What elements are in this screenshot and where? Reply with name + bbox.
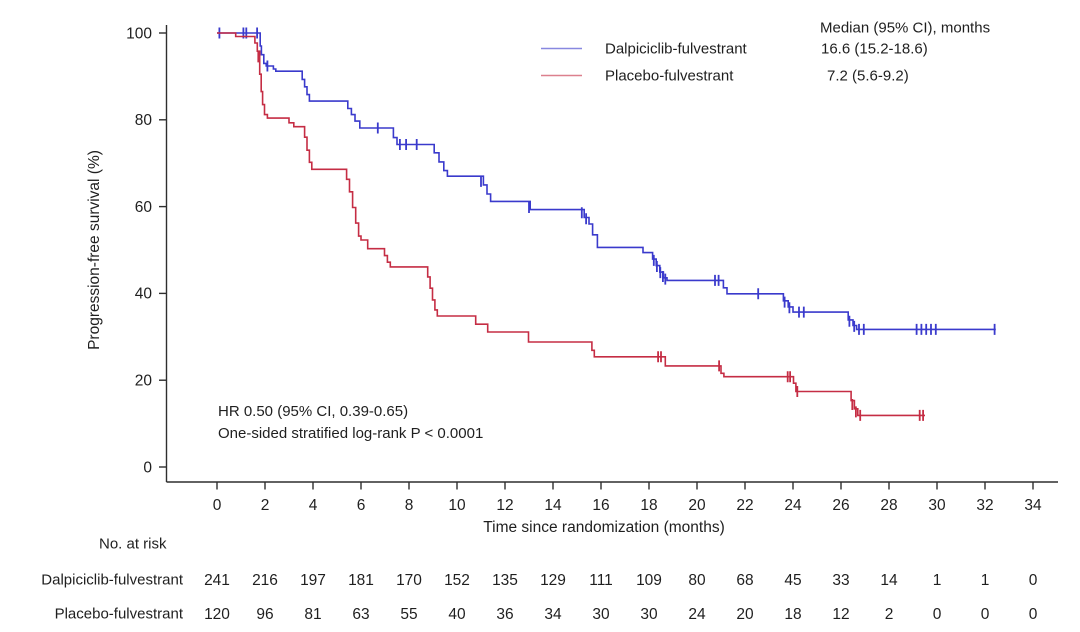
x-tick-label: 28 [880, 497, 897, 514]
risk-count: 152 [444, 572, 470, 589]
risk-count: 170 [396, 572, 422, 589]
risk-count: 12 [832, 606, 849, 623]
risk-count: 1 [981, 572, 990, 589]
x-tick-label: 10 [448, 497, 466, 514]
x-tick-label: 8 [405, 497, 414, 514]
risk-count: 241 [204, 572, 230, 589]
risk-count: 135 [492, 572, 518, 589]
x-tick-label: 6 [357, 497, 366, 514]
y-tick-label: 0 [143, 459, 152, 476]
risk-table-title: No. at risk [99, 535, 167, 553]
x-tick-label: 20 [688, 497, 706, 514]
risk-count: 129 [540, 572, 566, 589]
y-tick-label: 40 [135, 286, 153, 303]
risk-row-label-dalpiciclib: Dalpiciclib-fulvestrant [41, 571, 183, 589]
risk-count: 0 [1029, 572, 1038, 589]
y-tick-label: 60 [135, 199, 153, 216]
risk-count: 18 [784, 606, 801, 623]
risk-count: 24 [688, 606, 706, 623]
risk-count: 96 [256, 606, 273, 623]
risk-count: 81 [304, 606, 321, 623]
risk-count: 30 [592, 606, 610, 623]
y-axis-label: Progression-free survival (%) [86, 150, 103, 350]
x-tick-label: 16 [592, 497, 609, 514]
risk-count: 63 [352, 606, 369, 623]
placebo-curve [217, 32, 925, 417]
risk-count: 197 [300, 572, 326, 589]
risk-count: 36 [496, 606, 513, 623]
risk-count: 0 [933, 606, 942, 623]
logrank-annotation: One-sided stratified log-rank P < 0.0001 [218, 425, 484, 442]
x-tick-label: 32 [976, 497, 993, 514]
risk-count: 30 [640, 606, 658, 623]
risk-count: 1 [933, 572, 942, 589]
risk-count: 14 [880, 572, 898, 589]
x-tick-label: 12 [496, 497, 513, 514]
risk-count: 181 [348, 572, 374, 589]
risk-count: 216 [252, 572, 278, 589]
x-tick-label: 24 [784, 497, 802, 514]
legend-header: Median (95% CI), months [820, 19, 991, 37]
x-tick-label: 26 [832, 497, 849, 514]
x-tick-label: 2 [261, 497, 270, 514]
legend-median-placebo: 7.2 (5.6-9.2) [827, 67, 909, 85]
x-tick-label: 34 [1024, 497, 1042, 514]
x-tick-label: 22 [736, 497, 753, 514]
legend-label-placebo: Placebo-fulvestrant [605, 67, 734, 85]
risk-count: 40 [448, 606, 466, 623]
risk-count: 68 [736, 572, 753, 589]
risk-count: 33 [832, 572, 849, 589]
risk-count: 109 [636, 572, 662, 589]
y-tick-label: 80 [135, 112, 153, 129]
risk-count: 34 [544, 606, 562, 623]
legend-label-dalpiciclib: Dalpiciclib-fulvestrant [605, 40, 747, 58]
x-tick-label: 4 [309, 497, 318, 514]
risk-count: 45 [784, 572, 801, 589]
legend-median-dalpiciclib: 16.6 (15.2-18.6) [821, 40, 928, 58]
risk-count: 0 [981, 606, 990, 623]
risk-count: 55 [400, 606, 417, 623]
hr-annotation: HR 0.50 (95% CI, 0.39-0.65) [218, 403, 409, 420]
x-tick-label: 0 [213, 497, 222, 514]
risk-count: 111 [589, 572, 613, 589]
x-axis-label: Time since randomization (months) [483, 519, 725, 536]
placebo-censor-marks [257, 51, 924, 421]
x-tick-label: 14 [544, 497, 562, 514]
risk-row-label-placebo: Placebo-fulvestrant [54, 605, 183, 623]
risk-count: 2 [885, 606, 894, 623]
dalpiciclib-curve [217, 32, 996, 331]
y-tick-label: 100 [126, 25, 152, 42]
risk-count: 120 [204, 606, 230, 623]
risk-count: 0 [1029, 606, 1038, 623]
x-tick-label: 18 [640, 497, 657, 514]
risk-count: 80 [688, 572, 706, 589]
y-tick-label: 20 [135, 373, 153, 390]
risk-count: 20 [736, 606, 754, 623]
x-tick-label: 30 [928, 497, 946, 514]
